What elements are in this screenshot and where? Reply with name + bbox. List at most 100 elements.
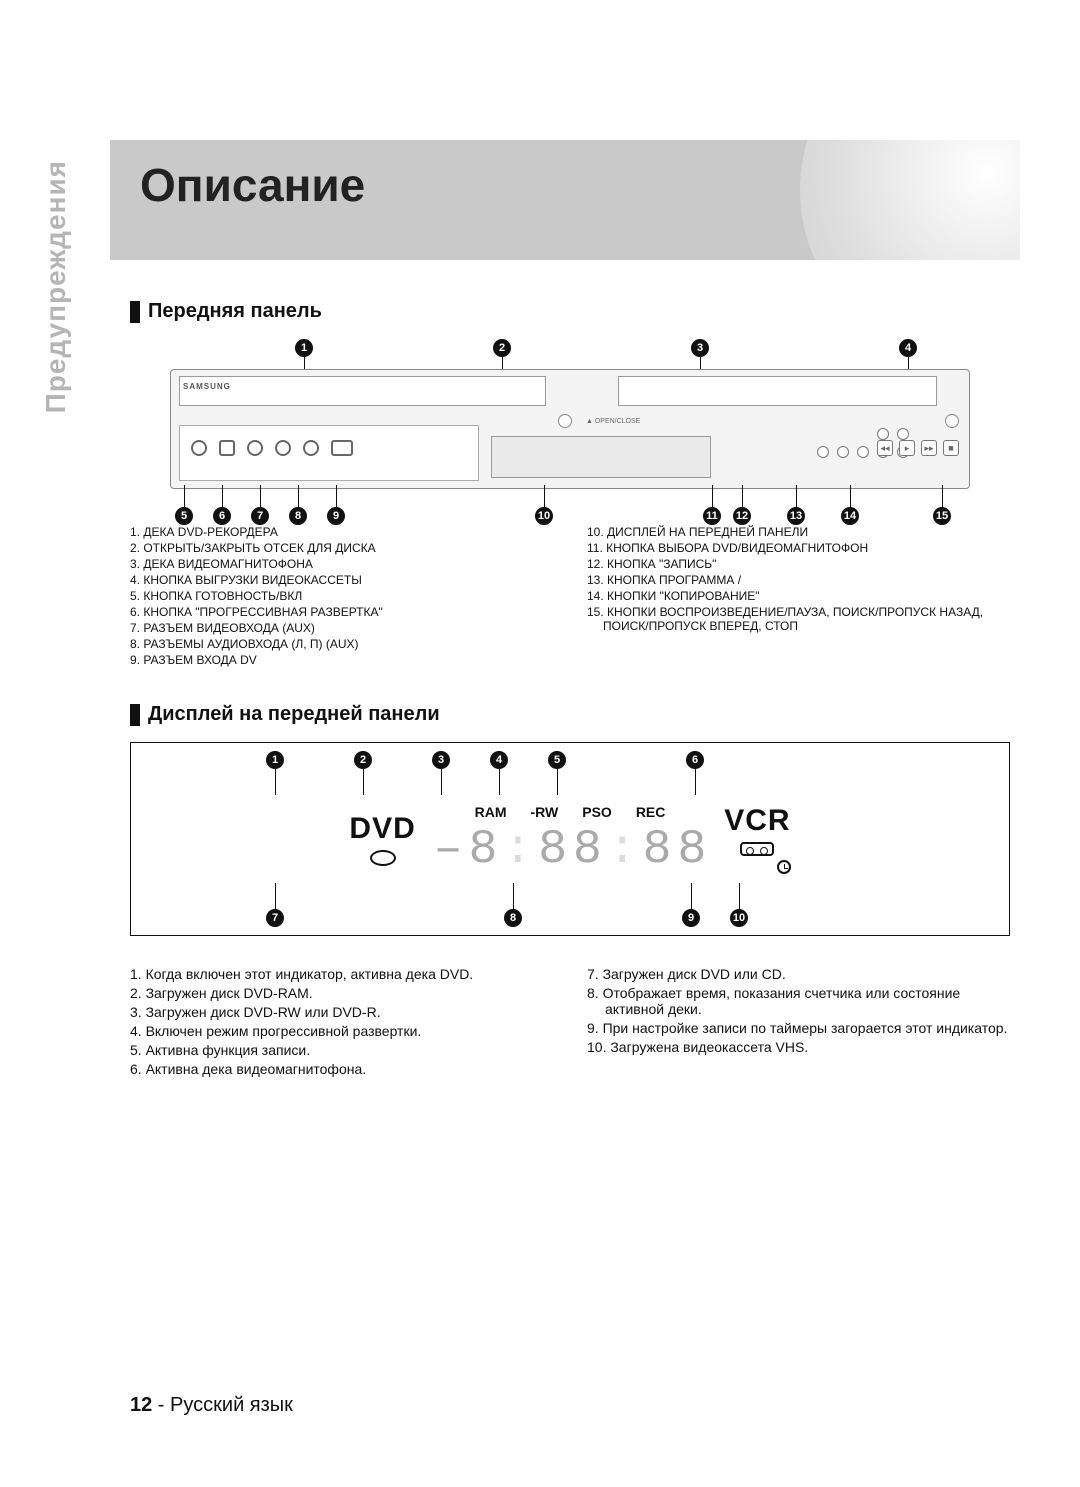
- legend-item: 12. КНОПКА "ЗАПИСЬ": [587, 557, 1010, 571]
- callout-dot: 8: [504, 909, 522, 927]
- front-panel-legend: 1. ДЕКА DVD-РЕКОРДЕРА 2. ОТКРЫТЬ/ЗАКРЫТЬ…: [130, 525, 1010, 669]
- legend-item: 9. При настройке записи по таймеры загор…: [587, 1020, 1010, 1036]
- callout-dot: 4: [899, 339, 917, 357]
- display-dvd-group: DVD: [349, 812, 415, 866]
- page-title: Описание: [140, 158, 365, 212]
- footer-sep: -: [152, 1394, 170, 1416]
- callout-dot: 6: [686, 751, 704, 769]
- front-panel-callouts-bottom: 5 6 7 8 9 10 11 12 13 14 15: [170, 485, 970, 525]
- cassette-icon: [740, 842, 774, 856]
- legend-item: 7. Загружен диск DVD или CD.: [587, 966, 1010, 982]
- callout-dot: 5: [175, 507, 193, 525]
- legend-item: 4. Включен режим прогрессивной развертки…: [130, 1023, 553, 1039]
- pso-indicator: PSO: [582, 804, 612, 820]
- rec-indicator: REC: [636, 804, 666, 820]
- display-callouts-bottom: 7 8 9 10: [161, 883, 979, 927]
- legend-item: 15. КНОПКИ ВОСПРОИЗВЕДЕНИЕ/ПАУЗА, ПОИСК/…: [587, 605, 1010, 633]
- callout-dot: 15: [933, 507, 951, 525]
- front-panel-display: [491, 436, 711, 478]
- section-heading-front-panel: Передняя панель: [130, 300, 1010, 323]
- transport-controls: ◂◂ ▸ ▸▸ ■: [877, 440, 959, 456]
- legend-item: 14. КНОПКИ "КОПИРОВАНИЕ": [587, 589, 1010, 603]
- legend-item: 2. Загружен диск DVD-RAM.: [130, 985, 553, 1001]
- open-close-button: [558, 414, 572, 428]
- segment-colon: :: [608, 826, 637, 874]
- front-panel-diagram: 1 2 3 4 SAMSUNG ▲ OPEN/CLOSE: [130, 339, 1010, 525]
- brand-label: SAMSUNG: [183, 382, 231, 391]
- legend-item: 3. ДЕКА ВИДЕОМАГНИТОФОНА: [130, 557, 553, 571]
- sidebar-chapter-tab: Предупреждения: [40, 160, 72, 413]
- callout-dot: 2: [493, 339, 511, 357]
- copy-dvd-button: [857, 446, 869, 458]
- aux-ports: [191, 440, 353, 456]
- video-in-port: [247, 440, 263, 456]
- legend-item: 5. КНОПКА ГОТОВНОСТЬ/ВКЛ: [130, 589, 553, 603]
- callout-dot: 2: [354, 751, 372, 769]
- callout-dot: 1: [266, 751, 284, 769]
- timer-icon: [777, 860, 791, 874]
- legend-item: 5. Активна функция записи.: [130, 1042, 553, 1058]
- footer-lang: Русский язык: [170, 1394, 293, 1416]
- legend-col-left: 1. ДЕКА DVD-РЕКОРДЕРА 2. ОТКРЫТЬ/ЗАКРЫТЬ…: [130, 525, 553, 669]
- page-number: 12: [130, 1394, 152, 1416]
- callout-dot: 1: [295, 339, 313, 357]
- callout-dot: 9: [682, 909, 700, 927]
- callout-dot: 10: [535, 507, 553, 525]
- device-body: SAMSUNG ▲ OPEN/CLOSE: [170, 369, 970, 489]
- callout-dot: 3: [691, 339, 709, 357]
- legend-col-right: 7. Загружен диск DVD или CD. 8. Отобража…: [587, 966, 1010, 1080]
- segment-dash: –: [434, 826, 463, 874]
- page-content: Передняя панель 1 2 3 4 SAMSUNG ▲ OPEN/C…: [130, 300, 1010, 1114]
- callout-dot: 12: [733, 507, 751, 525]
- disc-art: [760, 140, 1020, 260]
- callout-dot: 10: [730, 909, 748, 927]
- legend-col-left: 1. Когда включен этот индикатор, активна…: [130, 966, 553, 1080]
- rec-button: [817, 446, 829, 458]
- callout-dot: 6: [213, 507, 231, 525]
- legend-item: 9. РАЗЪЕМ ВХОДА DV: [130, 653, 553, 667]
- legend-item: 4. КНОПКА ВЫГРУЗКИ ВИДЕОКАССЕТЫ: [130, 573, 553, 587]
- audio-r-port: [303, 440, 319, 456]
- callout-dot: 9: [327, 507, 345, 525]
- legend-item: 10. ДИСПЛЕЙ НА ПЕРЕДНЕЙ ПАНЕЛИ: [587, 525, 1010, 539]
- callout-dot: 14: [841, 507, 859, 525]
- dv-in-port: [331, 440, 353, 456]
- legend-item: 1. ДЕКА DVD-РЕКОРДЕРА: [130, 525, 553, 539]
- section-heading-label: Передняя панель: [148, 300, 322, 323]
- legend-item: 13. КНОПКА ПРОГРАММА /: [587, 573, 1010, 587]
- section-heading-display: Дисплей на передней панели: [130, 703, 1010, 726]
- rw-indicator: -RW: [531, 804, 559, 820]
- section-front-panel: Передняя панель 1 2 3 4 SAMSUNG ▲ OPEN/C…: [130, 300, 1010, 669]
- callout-dot: 3: [432, 751, 450, 769]
- callout-dot: 7: [251, 507, 269, 525]
- display-callouts-top: 1 2 3 4 5 6: [161, 751, 979, 795]
- audio-l-port: [275, 440, 291, 456]
- pscan-button: [219, 440, 235, 456]
- page-footer: 12 - Русский язык: [130, 1394, 293, 1417]
- segment-digit: 8: [469, 826, 498, 874]
- section-heading-label: Дисплей на передней панели: [148, 703, 440, 726]
- callout-dot: 4: [490, 751, 508, 769]
- legend-item: 8. Отображает время, показания счетчика …: [587, 985, 1010, 1017]
- standby-button: [191, 440, 207, 456]
- rewind-button: ◂◂: [877, 440, 893, 456]
- ram-indicator: RAM: [475, 804, 507, 820]
- segment-digit: 8: [643, 826, 672, 874]
- dvd-indicator-label: DVD: [349, 812, 415, 846]
- display-digits: – 8 : 8 8 : 8 8: [434, 826, 707, 874]
- stop-button: ■: [943, 440, 959, 456]
- legend-item: 6. Активна дека видеомагнитофона.: [130, 1061, 553, 1077]
- open-close-label: ▲ OPEN/CLOSE: [586, 418, 640, 425]
- display-vcr-group: VCR: [724, 804, 790, 874]
- segment-digit: 8: [538, 826, 567, 874]
- legend-item: 7. РАЗЪЕМ ВИДЕОВХОДА (AUX): [130, 621, 553, 635]
- display-inner: DVD RAM -RW PSO REC – 8 : 8 8: [161, 789, 979, 889]
- dvd-vcr-button: [877, 428, 889, 440]
- segment-digit: 8: [573, 826, 602, 874]
- legend-item: 3. Загружен диск DVD-RW или DVD-R.: [130, 1004, 553, 1020]
- eject-button: [945, 414, 959, 428]
- section-display: Дисплей на передней панели 1 2 3 4 5 6 D…: [130, 703, 1010, 1080]
- legend-item: 8. РАЗЪЕМЫ АУДИОВХОДА (Л, П) (AUX): [130, 637, 553, 651]
- callout-dot: 5: [548, 751, 566, 769]
- legend-col-right: 10. ДИСПЛЕЙ НА ПЕРЕДНЕЙ ПАНЕЛИ 11. КНОПК…: [587, 525, 1010, 669]
